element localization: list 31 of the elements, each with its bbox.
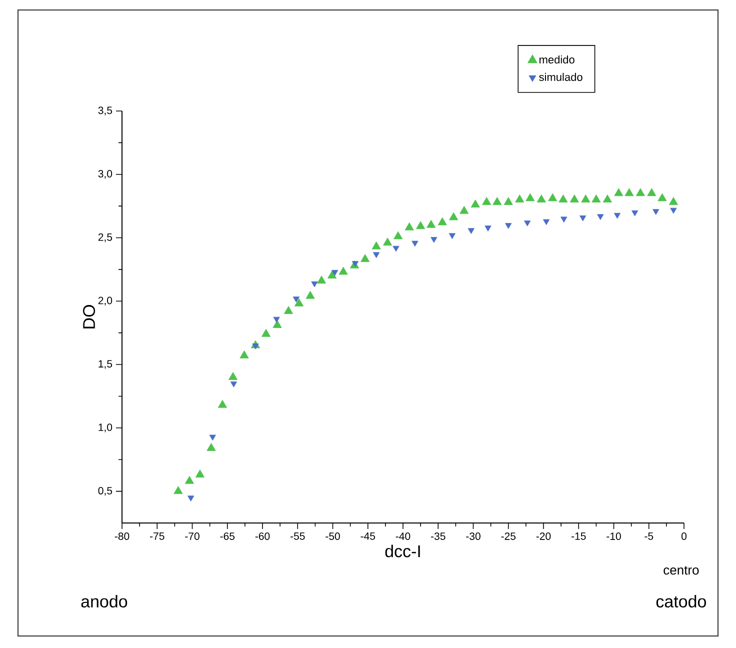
- x-tick-label: -30: [466, 532, 480, 540]
- legend-label: medido: [540, 55, 574, 64]
- y-tick-label: 0,5: [98, 486, 112, 496]
- x-tick-label: -55: [290, 532, 305, 540]
- x-axis-title: dcc-I: [385, 544, 420, 558]
- y-tick-label: 1,0: [98, 424, 112, 432]
- text: centro: [664, 566, 699, 575]
- y-tick-label: 2,0: [98, 296, 112, 306]
- x-tick-label: -40: [396, 532, 410, 540]
- x-tick-label: -5: [644, 532, 654, 540]
- y-tick-label: 3,0: [98, 170, 112, 179]
- text: catodo: [656, 595, 706, 608]
- x-tick-label: -50: [326, 532, 340, 540]
- x-tick-label: -45: [360, 532, 376, 540]
- x-tick-label: -65: [220, 532, 235, 540]
- legend-label: simulado: [539, 72, 582, 81]
- x-tick-label: -75: [150, 532, 164, 540]
- text: anodo: [81, 595, 128, 608]
- x-tick-label: -60: [255, 532, 270, 540]
- x-tick-label: 0: [681, 532, 687, 540]
- y-tick-label: 1,5: [98, 360, 112, 369]
- y-tick-label: 3,5: [98, 106, 112, 116]
- x-tick-label: -20: [536, 532, 551, 540]
- x-tick-label: -80: [114, 532, 130, 540]
- x-tick-label: -15: [572, 532, 586, 540]
- x-tick-label: -70: [185, 532, 200, 540]
- x-tick-label: -25: [501, 532, 516, 540]
- x-tick-label: -10: [606, 532, 621, 540]
- x-tick-label: -35: [431, 532, 446, 540]
- y-axis-title: DO: [83, 305, 96, 328]
- y-tick-label: 2,5: [98, 233, 112, 242]
